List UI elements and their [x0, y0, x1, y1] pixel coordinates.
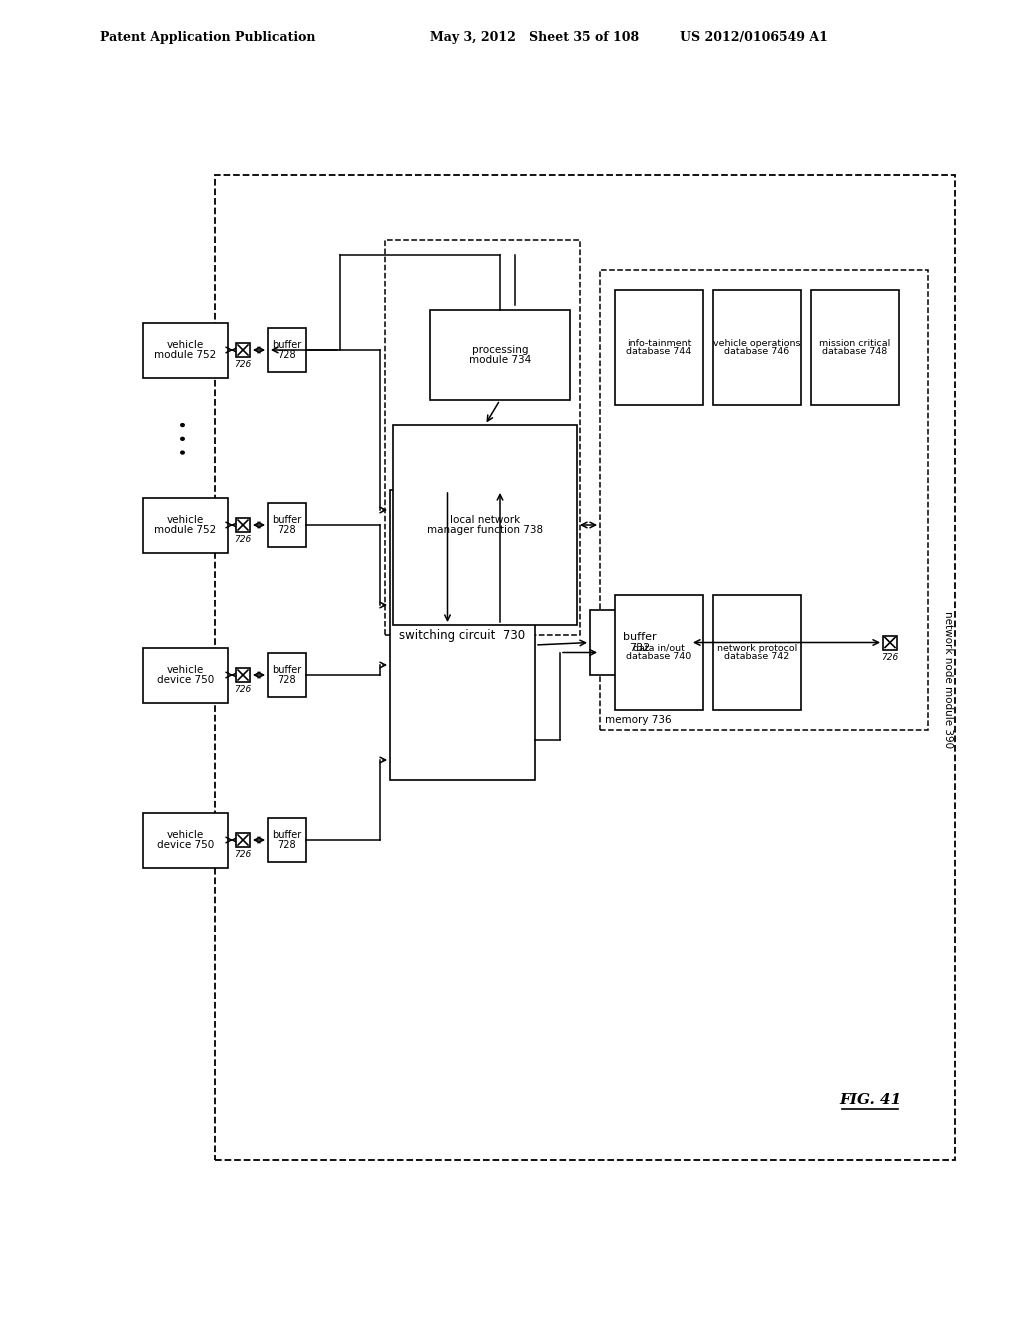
Text: device 750: device 750 — [157, 675, 214, 685]
Text: 728: 728 — [278, 350, 296, 359]
Bar — [430, 310, 570, 400]
Text: data in/out: data in/out — [633, 644, 685, 652]
Text: module 752: module 752 — [155, 350, 217, 360]
Bar — [811, 290, 899, 405]
Text: database 746: database 746 — [724, 347, 790, 356]
Bar — [615, 595, 703, 710]
Bar — [883, 635, 897, 649]
Text: vehicle: vehicle — [167, 665, 204, 675]
Bar — [713, 595, 801, 710]
Text: vehicle: vehicle — [167, 341, 204, 350]
Text: vehicle: vehicle — [167, 830, 204, 840]
Text: 726: 726 — [882, 652, 899, 661]
Text: 726: 726 — [234, 850, 252, 859]
Text: FIG. 41: FIG. 41 — [839, 1093, 901, 1107]
Bar — [600, 271, 928, 730]
Text: mission critical: mission critical — [819, 339, 891, 347]
Text: manager function 738: manager function 738 — [427, 525, 543, 535]
Text: database 740: database 740 — [627, 652, 691, 661]
Text: buffer: buffer — [272, 665, 302, 676]
Text: network node module 390: network node module 390 — [943, 611, 953, 748]
Text: buffer: buffer — [272, 830, 302, 841]
Bar — [385, 240, 580, 635]
Text: switching circuit  730: switching circuit 730 — [399, 628, 525, 642]
Bar — [236, 833, 250, 847]
Text: 726: 726 — [234, 535, 252, 544]
Text: buffer: buffer — [624, 632, 656, 643]
Text: vehicle: vehicle — [167, 515, 204, 525]
Text: May 3, 2012   Sheet 35 of 108: May 3, 2012 Sheet 35 of 108 — [430, 32, 639, 45]
Text: • • •: • • • — [177, 420, 193, 455]
Text: US 2012/0106549 A1: US 2012/0106549 A1 — [680, 32, 827, 45]
Text: network protocol: network protocol — [717, 644, 797, 652]
Bar — [236, 343, 250, 356]
Bar — [268, 503, 306, 546]
Text: info-tainment: info-tainment — [627, 339, 691, 347]
Bar — [143, 498, 228, 553]
Bar — [143, 648, 228, 702]
Bar — [590, 610, 690, 675]
Bar — [713, 290, 801, 405]
Bar — [390, 490, 535, 780]
Bar — [615, 290, 703, 405]
Text: local network: local network — [450, 515, 520, 525]
Text: module 734: module 734 — [469, 355, 531, 364]
Text: 728: 728 — [278, 675, 296, 685]
Bar — [215, 176, 955, 1160]
Bar — [268, 653, 306, 697]
Text: 728: 728 — [278, 840, 296, 850]
Text: device 750: device 750 — [157, 840, 214, 850]
Text: 732: 732 — [630, 643, 650, 652]
Text: 728: 728 — [278, 524, 296, 535]
Text: memory 736: memory 736 — [605, 715, 672, 725]
Text: database 744: database 744 — [627, 347, 691, 356]
Text: 726: 726 — [234, 360, 252, 370]
Bar — [268, 327, 306, 372]
Bar — [143, 322, 228, 378]
Text: 726: 726 — [234, 685, 252, 694]
Text: database 748: database 748 — [822, 347, 888, 356]
Text: processing: processing — [472, 345, 528, 355]
Bar — [236, 668, 250, 682]
Bar — [236, 517, 250, 532]
Text: database 742: database 742 — [724, 652, 790, 661]
Bar — [393, 425, 577, 624]
Bar — [143, 813, 228, 867]
Text: vehicle operations: vehicle operations — [714, 339, 801, 347]
Text: module 752: module 752 — [155, 525, 217, 535]
Text: Patent Application Publication: Patent Application Publication — [100, 32, 315, 45]
Text: buffer: buffer — [272, 515, 302, 525]
Bar — [268, 818, 306, 862]
Text: buffer: buffer — [272, 341, 302, 350]
